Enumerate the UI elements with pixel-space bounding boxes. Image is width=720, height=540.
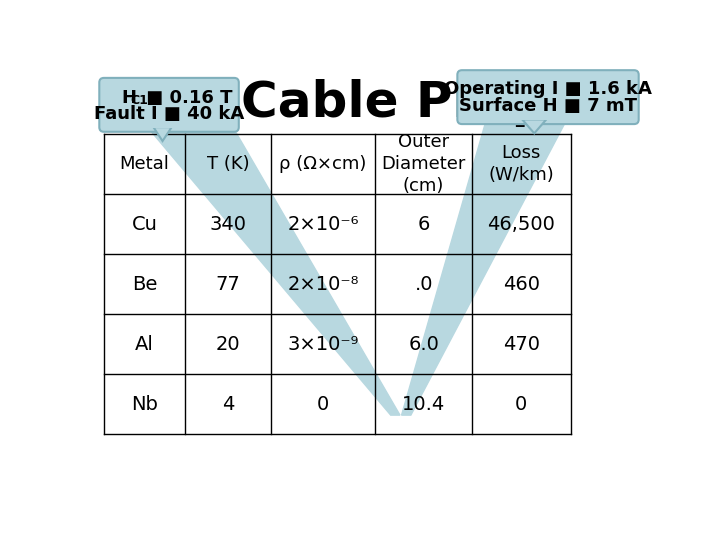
Text: 340: 340 bbox=[210, 215, 246, 234]
Text: H: H bbox=[121, 89, 136, 107]
Text: Operating I ■ 1.6 kA: Operating I ■ 1.6 kA bbox=[444, 80, 652, 98]
Text: C1: C1 bbox=[130, 94, 148, 107]
Polygon shape bbox=[522, 119, 546, 133]
Text: 20: 20 bbox=[215, 335, 240, 354]
Text: 6.0: 6.0 bbox=[408, 335, 439, 354]
Text: Al: Al bbox=[135, 335, 154, 354]
Text: Surface H ■ 7 mT: Surface H ■ 7 mT bbox=[459, 97, 637, 116]
Text: Nb: Nb bbox=[131, 395, 158, 414]
Text: ρ (Ω×cm): ρ (Ω×cm) bbox=[279, 155, 366, 173]
Text: 2×10⁻⁸: 2×10⁻⁸ bbox=[287, 275, 359, 294]
Text: T (K): T (K) bbox=[207, 155, 249, 173]
Polygon shape bbox=[152, 126, 173, 128]
Text: Cu: Cu bbox=[132, 215, 158, 234]
Text: 10.4: 10.4 bbox=[402, 395, 445, 414]
Text: 3×10⁻⁹: 3×10⁻⁹ bbox=[287, 335, 359, 354]
Text: 46,500: 46,500 bbox=[487, 215, 555, 234]
Text: Fault I ■ 40 kA: Fault I ■ 40 kA bbox=[94, 105, 244, 123]
Text: Outer
Diameter
(cm): Outer Diameter (cm) bbox=[382, 133, 466, 195]
Text: 0: 0 bbox=[317, 395, 329, 414]
Text: 470: 470 bbox=[503, 335, 540, 354]
Text: Cable Propert: Cable Propert bbox=[241, 79, 630, 127]
Text: 2×10⁻⁶: 2×10⁻⁶ bbox=[287, 215, 359, 234]
Text: 460: 460 bbox=[503, 275, 540, 294]
Text: 0: 0 bbox=[516, 395, 528, 414]
Text: ■ 0.16 T: ■ 0.16 T bbox=[140, 89, 233, 107]
FancyBboxPatch shape bbox=[457, 70, 639, 124]
FancyBboxPatch shape bbox=[99, 78, 239, 132]
Polygon shape bbox=[153, 127, 171, 141]
Text: 4: 4 bbox=[222, 395, 234, 414]
Polygon shape bbox=[402, 112, 570, 415]
Polygon shape bbox=[148, 128, 400, 415]
Text: 6: 6 bbox=[418, 215, 430, 234]
Polygon shape bbox=[521, 118, 548, 120]
Text: 77: 77 bbox=[215, 275, 240, 294]
Text: Be: Be bbox=[132, 275, 158, 294]
Text: Loss
(W/km): Loss (W/km) bbox=[488, 144, 554, 184]
Text: Metal: Metal bbox=[120, 155, 170, 173]
Text: .0: .0 bbox=[415, 275, 433, 294]
